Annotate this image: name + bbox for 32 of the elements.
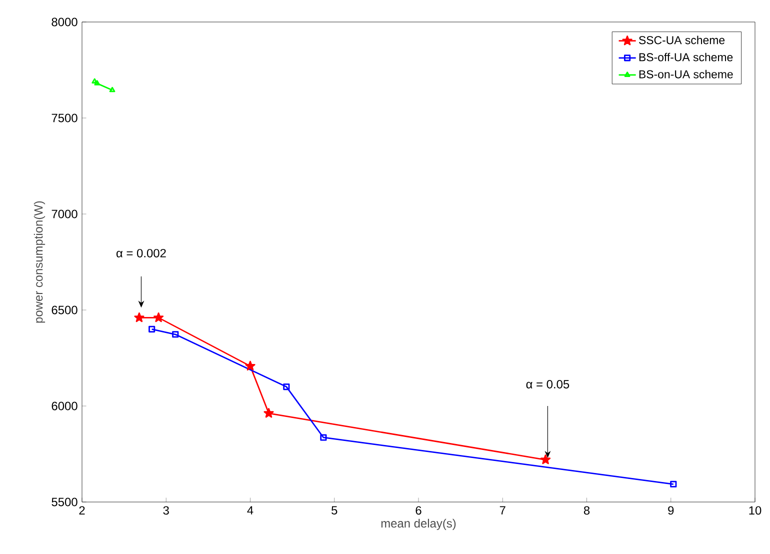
y-tick-label: 8000 xyxy=(52,18,78,26)
annotation: α = 0.05 xyxy=(526,380,570,388)
x-axis-title: mean delay(s) xyxy=(381,518,456,530)
legend-label: BS-off-UA scheme xyxy=(639,52,733,62)
x-tick-label: 9 xyxy=(668,506,674,515)
point xyxy=(134,312,144,322)
x-tick-label: 5 xyxy=(332,506,338,515)
y-tick-label: 7500 xyxy=(52,114,78,122)
x-tick-label: 10 xyxy=(749,506,762,515)
annotation: α = 0.002 xyxy=(116,248,166,258)
y-tick-label: 5500 xyxy=(52,498,78,506)
legend-label: SSC-UA scheme xyxy=(639,36,725,44)
y-tick-label: 6000 xyxy=(52,402,78,410)
point xyxy=(172,331,179,338)
x-tick-label: 6 xyxy=(416,506,422,515)
point xyxy=(153,312,164,322)
x-tick-label: 7 xyxy=(500,506,506,514)
point xyxy=(670,480,677,488)
legend-label: BS-on-UA scheme xyxy=(639,70,733,78)
point xyxy=(540,454,551,464)
point xyxy=(283,384,290,390)
point xyxy=(264,408,274,418)
x-tick-label: 4 xyxy=(247,506,254,514)
x-tick-label: 8 xyxy=(584,506,590,515)
y-tick-label: 7000 xyxy=(52,210,78,218)
y-tick-label: 6500 xyxy=(52,306,78,314)
x-tick-label: 2 xyxy=(79,506,85,515)
point xyxy=(245,360,256,370)
point xyxy=(320,434,327,441)
x-tick-label: 3 xyxy=(163,506,169,515)
point xyxy=(148,326,156,332)
y-axis-title: power consumption(W) xyxy=(34,201,46,323)
